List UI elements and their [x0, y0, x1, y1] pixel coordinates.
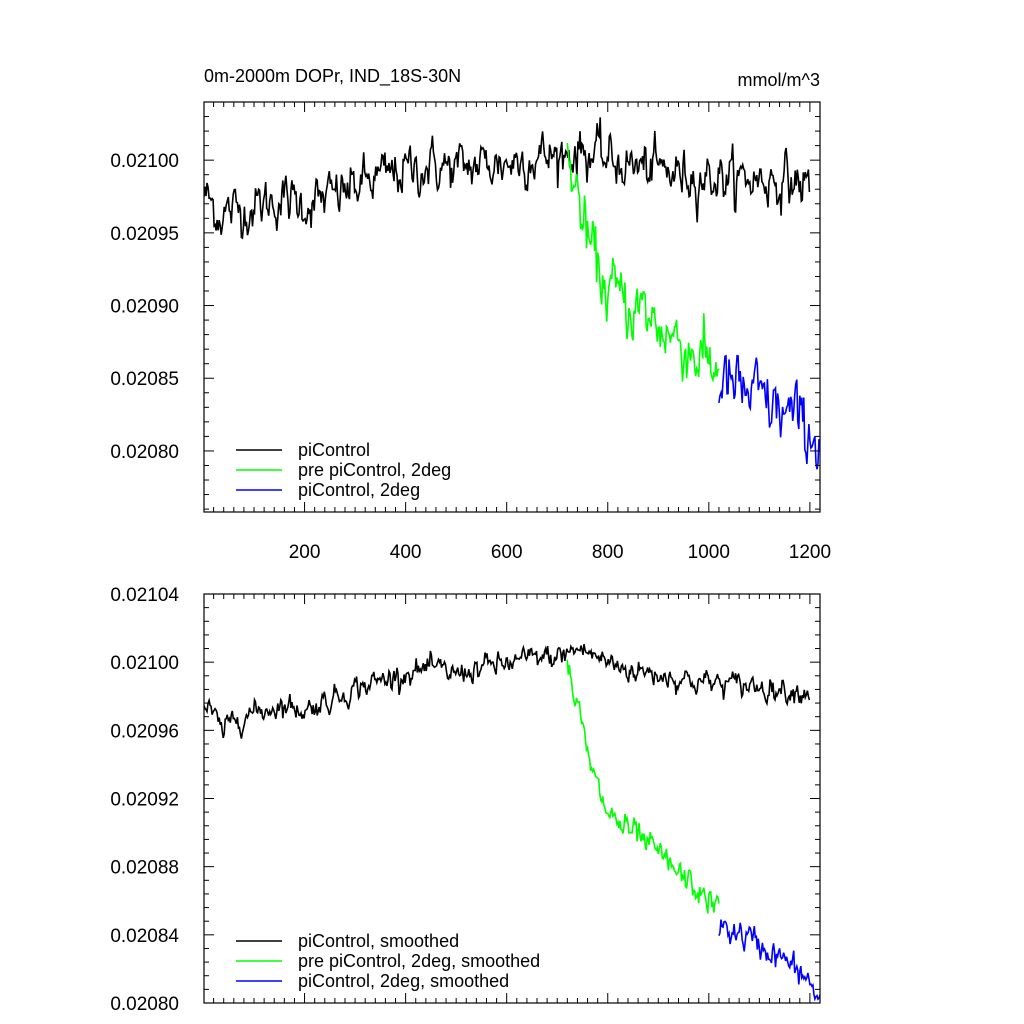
y-tick-label: 0.02080	[110, 994, 179, 1015]
legend-label: piControl, smoothed	[298, 931, 459, 951]
x-tick-label: 400	[390, 542, 422, 563]
axis-layer: 0.02080 0.02084 0.02088 0.02092 0.02096 0.021…	[110, 585, 821, 1015]
y-tick-label: 0.02100	[110, 653, 179, 674]
series-line-2	[566, 142, 720, 384]
x-tick-label: 1200	[789, 542, 831, 563]
y-tick-label: 0.02080	[110, 442, 179, 463]
y-tick-label: 0.02095	[110, 224, 179, 245]
y-tick-label: 0.02104	[110, 585, 179, 606]
plot-frame	[203, 593, 821, 1004]
series-layer	[204, 117, 820, 470]
plot-frame	[203, 101, 821, 513]
axis-layer: 200 400 600 800 1000 1200 0.02080 0.02085 0.0209…	[110, 101, 831, 563]
y-tick-label: 0.02084	[110, 926, 179, 947]
series-layer	[204, 643, 820, 1002]
series-line-2	[566, 659, 720, 914]
series-line-1	[204, 117, 811, 240]
legend-label: piControl	[298, 440, 370, 460]
bottom-panel: 0.02080 0.02084 0.02088 0.02092 0.02096 0.021…	[110, 585, 821, 1015]
units-label: mmol/m^3	[738, 70, 820, 90]
legend-label: piControl, 2deg	[298, 480, 420, 500]
y-tick-label: 0.02088	[110, 858, 179, 879]
x-tick-label: 1000	[688, 542, 730, 563]
y-tick-label: 0.02096	[110, 721, 179, 742]
series-line-3	[718, 919, 820, 1002]
x-tick-label: 800	[592, 542, 624, 563]
legend-label: piControl, 2deg, smoothed	[298, 971, 509, 991]
chart-title: 0m-2000m DOPr, IND_18S-30N	[204, 66, 461, 87]
legend-label: pre piControl, 2deg, smoothed	[298, 951, 540, 971]
series-line-1	[204, 643, 811, 739]
y-tick-label: 0.02090	[110, 297, 179, 318]
top-panel: 0m-2000m DOPr, IND_18S-30N mmol/m^3 200 4…	[110, 66, 831, 563]
y-tick-label: 0.02092	[110, 790, 179, 811]
series-line-3	[718, 354, 820, 470]
y-tick-label: 0.02100	[110, 151, 179, 172]
legend-label: pre piControl, 2deg	[298, 460, 451, 480]
x-tick-label: 200	[289, 542, 321, 563]
y-tick-label: 0.02085	[110, 369, 179, 390]
x-tick-label: 600	[491, 542, 523, 563]
